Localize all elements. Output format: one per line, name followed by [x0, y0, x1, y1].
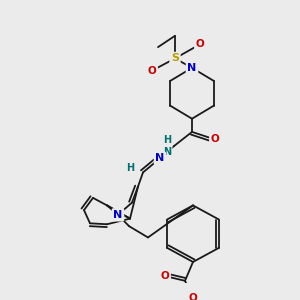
Text: N: N [155, 153, 165, 163]
Text: O: O [160, 271, 169, 281]
Text: H: H [126, 163, 134, 173]
Text: O: O [148, 66, 156, 76]
Text: N: N [113, 210, 123, 220]
Text: N: N [188, 63, 196, 73]
Text: O: O [196, 39, 204, 49]
Text: O: O [211, 134, 219, 145]
Text: S: S [171, 53, 179, 63]
Text: H
N: H N [163, 135, 171, 157]
Text: O: O [189, 293, 197, 300]
